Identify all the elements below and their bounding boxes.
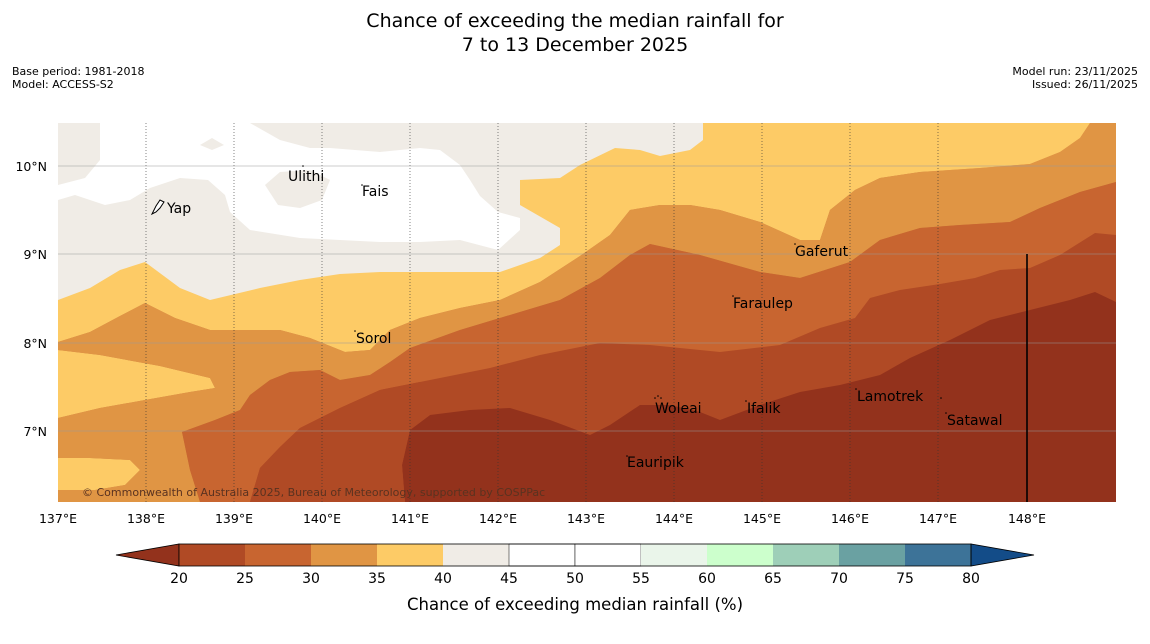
colorbar-segment bbox=[443, 544, 509, 566]
place-lamotrek: Lamotrek bbox=[857, 389, 924, 405]
place-yap: Yap bbox=[166, 201, 191, 217]
colorbar-upper-arrow bbox=[970, 543, 1035, 567]
title-line-1: Chance of exceeding the median rainfall … bbox=[366, 10, 784, 32]
colorbar-segment bbox=[839, 544, 905, 566]
island-markers bbox=[302, 165, 947, 457]
colorbar-tick: 35 bbox=[368, 571, 386, 587]
lon-label: 137°E bbox=[39, 511, 77, 526]
light-patch-c bbox=[265, 170, 330, 208]
lon-label: 148°E bbox=[1008, 511, 1046, 526]
lon-label: 144°E bbox=[655, 511, 693, 526]
lon-label: 146°E bbox=[831, 511, 869, 526]
colorbar-tick: 40 bbox=[434, 571, 452, 587]
place-sorol: Sorol bbox=[356, 331, 391, 347]
colorbar-tick: 75 bbox=[896, 571, 914, 587]
place-woleai: Woleai bbox=[655, 401, 702, 417]
latitude-labels: 10°N 9°N 8°N 7°N bbox=[15, 159, 47, 439]
place-fais: Fais bbox=[362, 184, 389, 200]
band-25-30 bbox=[58, 123, 1116, 502]
colorbar-segment bbox=[508, 543, 576, 567]
place-gaferut: Gaferut bbox=[795, 244, 849, 260]
lon-label: 143°E bbox=[567, 511, 605, 526]
place-eauripik: Eauripik bbox=[627, 455, 685, 471]
colorbar-tick: 80 bbox=[962, 571, 980, 587]
colorbar-segment bbox=[707, 544, 773, 566]
lon-label: 141°E bbox=[391, 511, 429, 526]
colorbar-segment bbox=[377, 544, 443, 566]
colorbar-segment bbox=[245, 544, 311, 566]
issued-date: Issued: 26/11/2025 bbox=[1031, 78, 1138, 91]
colorbar-segment bbox=[311, 544, 377, 566]
lon-label: 139°E bbox=[215, 511, 253, 526]
base-period: Base period: 1981-2018 bbox=[12, 65, 145, 78]
colorbar-segment bbox=[905, 544, 971, 566]
band-20-25-west bbox=[250, 382, 430, 502]
colorbar-ticks: 20 25 30 35 40 45 50 55 60 65 70 75 80 bbox=[170, 571, 980, 587]
copyright-notice: © Commonwealth of Australia 2025, Bureau… bbox=[82, 486, 545, 499]
colorbar-tick: 50 bbox=[566, 571, 584, 587]
light-patch-b bbox=[200, 138, 224, 150]
lat-label: 10°N bbox=[15, 159, 47, 174]
place-labels: Yap Ulithi Fais Sorol Gaferut Faraulep W… bbox=[166, 169, 1002, 471]
lon-label: 145°E bbox=[743, 511, 781, 526]
band-lt20 bbox=[402, 292, 1116, 502]
colorbar: 20 25 30 35 40 45 50 55 60 65 70 75 80 C… bbox=[115, 543, 1035, 614]
yap-island-shape bbox=[150, 199, 165, 216]
colorbar-tick: 65 bbox=[764, 571, 782, 587]
lat-label: 9°N bbox=[23, 247, 47, 262]
lon-label: 140°E bbox=[303, 511, 341, 526]
map-title: Chance of exceeding the median rainfall … bbox=[0, 9, 1150, 57]
colorbar-segment bbox=[773, 544, 839, 566]
lon-label: 142°E bbox=[479, 511, 517, 526]
colorbar-segment bbox=[179, 544, 245, 566]
meta-right: Model run: 23/11/2025 Issued: 26/11/2025 bbox=[1012, 65, 1138, 91]
colorbar-tick: 70 bbox=[830, 571, 848, 587]
colorbar-lower-arrow bbox=[115, 543, 180, 567]
latitude-gridlines bbox=[58, 165, 1116, 432]
place-faraulep: Faraulep bbox=[733, 296, 793, 312]
light-patch-a bbox=[58, 123, 100, 185]
colorbar-tick: 45 bbox=[500, 571, 518, 587]
longitude-labels: 137°E 138°E 139°E 140°E 141°E 142°E 143°… bbox=[39, 511, 1046, 526]
lon-label: 138°E bbox=[127, 511, 165, 526]
lat-label: 7°N bbox=[23, 424, 47, 439]
place-satawal: Satawal bbox=[947, 413, 1002, 429]
probability-map: Yap Ulithi Fais Sorol Gaferut Faraulep W… bbox=[58, 123, 1116, 502]
colorbar-tick: 55 bbox=[632, 571, 650, 587]
longitude-gridlines bbox=[145, 123, 939, 502]
colorbar-tick: 30 bbox=[302, 571, 320, 587]
place-ulithi: Ulithi bbox=[288, 169, 324, 185]
colorbar-outline bbox=[178, 543, 972, 567]
lat-label: 8°N bbox=[23, 336, 47, 351]
band-30-35 bbox=[58, 123, 1116, 502]
colorbar-tick: 25 bbox=[236, 571, 254, 587]
colorbar-label: Chance of exceeding median rainfall (%) bbox=[407, 595, 743, 614]
model-name: Model: ACCESS-S2 bbox=[12, 78, 114, 91]
colorbar-tick: 60 bbox=[698, 571, 716, 587]
model-run: Model run: 23/11/2025 bbox=[1012, 65, 1138, 78]
title-line-2: 7 to 13 December 2025 bbox=[461, 34, 689, 56]
colorbar-tick: 20 bbox=[170, 571, 188, 587]
meta-left: Base period: 1981-2018 Model: ACCESS-S2 bbox=[12, 65, 144, 91]
colorbar-segment bbox=[574, 543, 642, 567]
lon-label: 147°E bbox=[919, 511, 957, 526]
colorbar-segment bbox=[641, 544, 707, 566]
place-ifalik: Ifalik bbox=[747, 401, 781, 417]
